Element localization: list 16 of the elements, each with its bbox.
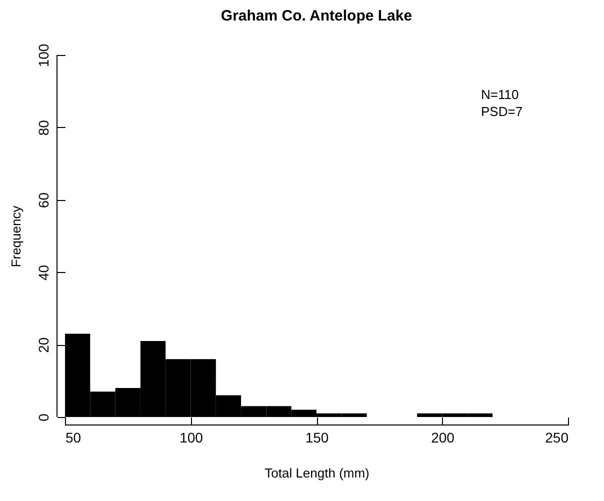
x-tick-label: 100: [180, 430, 204, 446]
annotation: PSD=7: [481, 104, 523, 119]
y-tick-label: 20: [36, 337, 52, 353]
y-tick-label: 40: [36, 264, 52, 280]
y-tick-label: 0: [36, 413, 52, 422]
y-tick-label: 80: [36, 120, 52, 136]
y-tick-label: 100: [36, 44, 52, 68]
x-tick-label: 50: [66, 430, 82, 446]
x-tick-label: 200: [431, 430, 455, 446]
x-axis-title: Total Length (mm): [264, 466, 370, 480]
y-tick-label: 60: [36, 192, 52, 208]
y-axis-title: Frequency: [8, 205, 24, 268]
x-tick-label: 250: [545, 430, 569, 446]
annotation: N=110: [481, 87, 519, 102]
chart-title: Graham Co. Antelope Lake: [220, 7, 412, 24]
x-tick-label: 150: [305, 430, 329, 446]
